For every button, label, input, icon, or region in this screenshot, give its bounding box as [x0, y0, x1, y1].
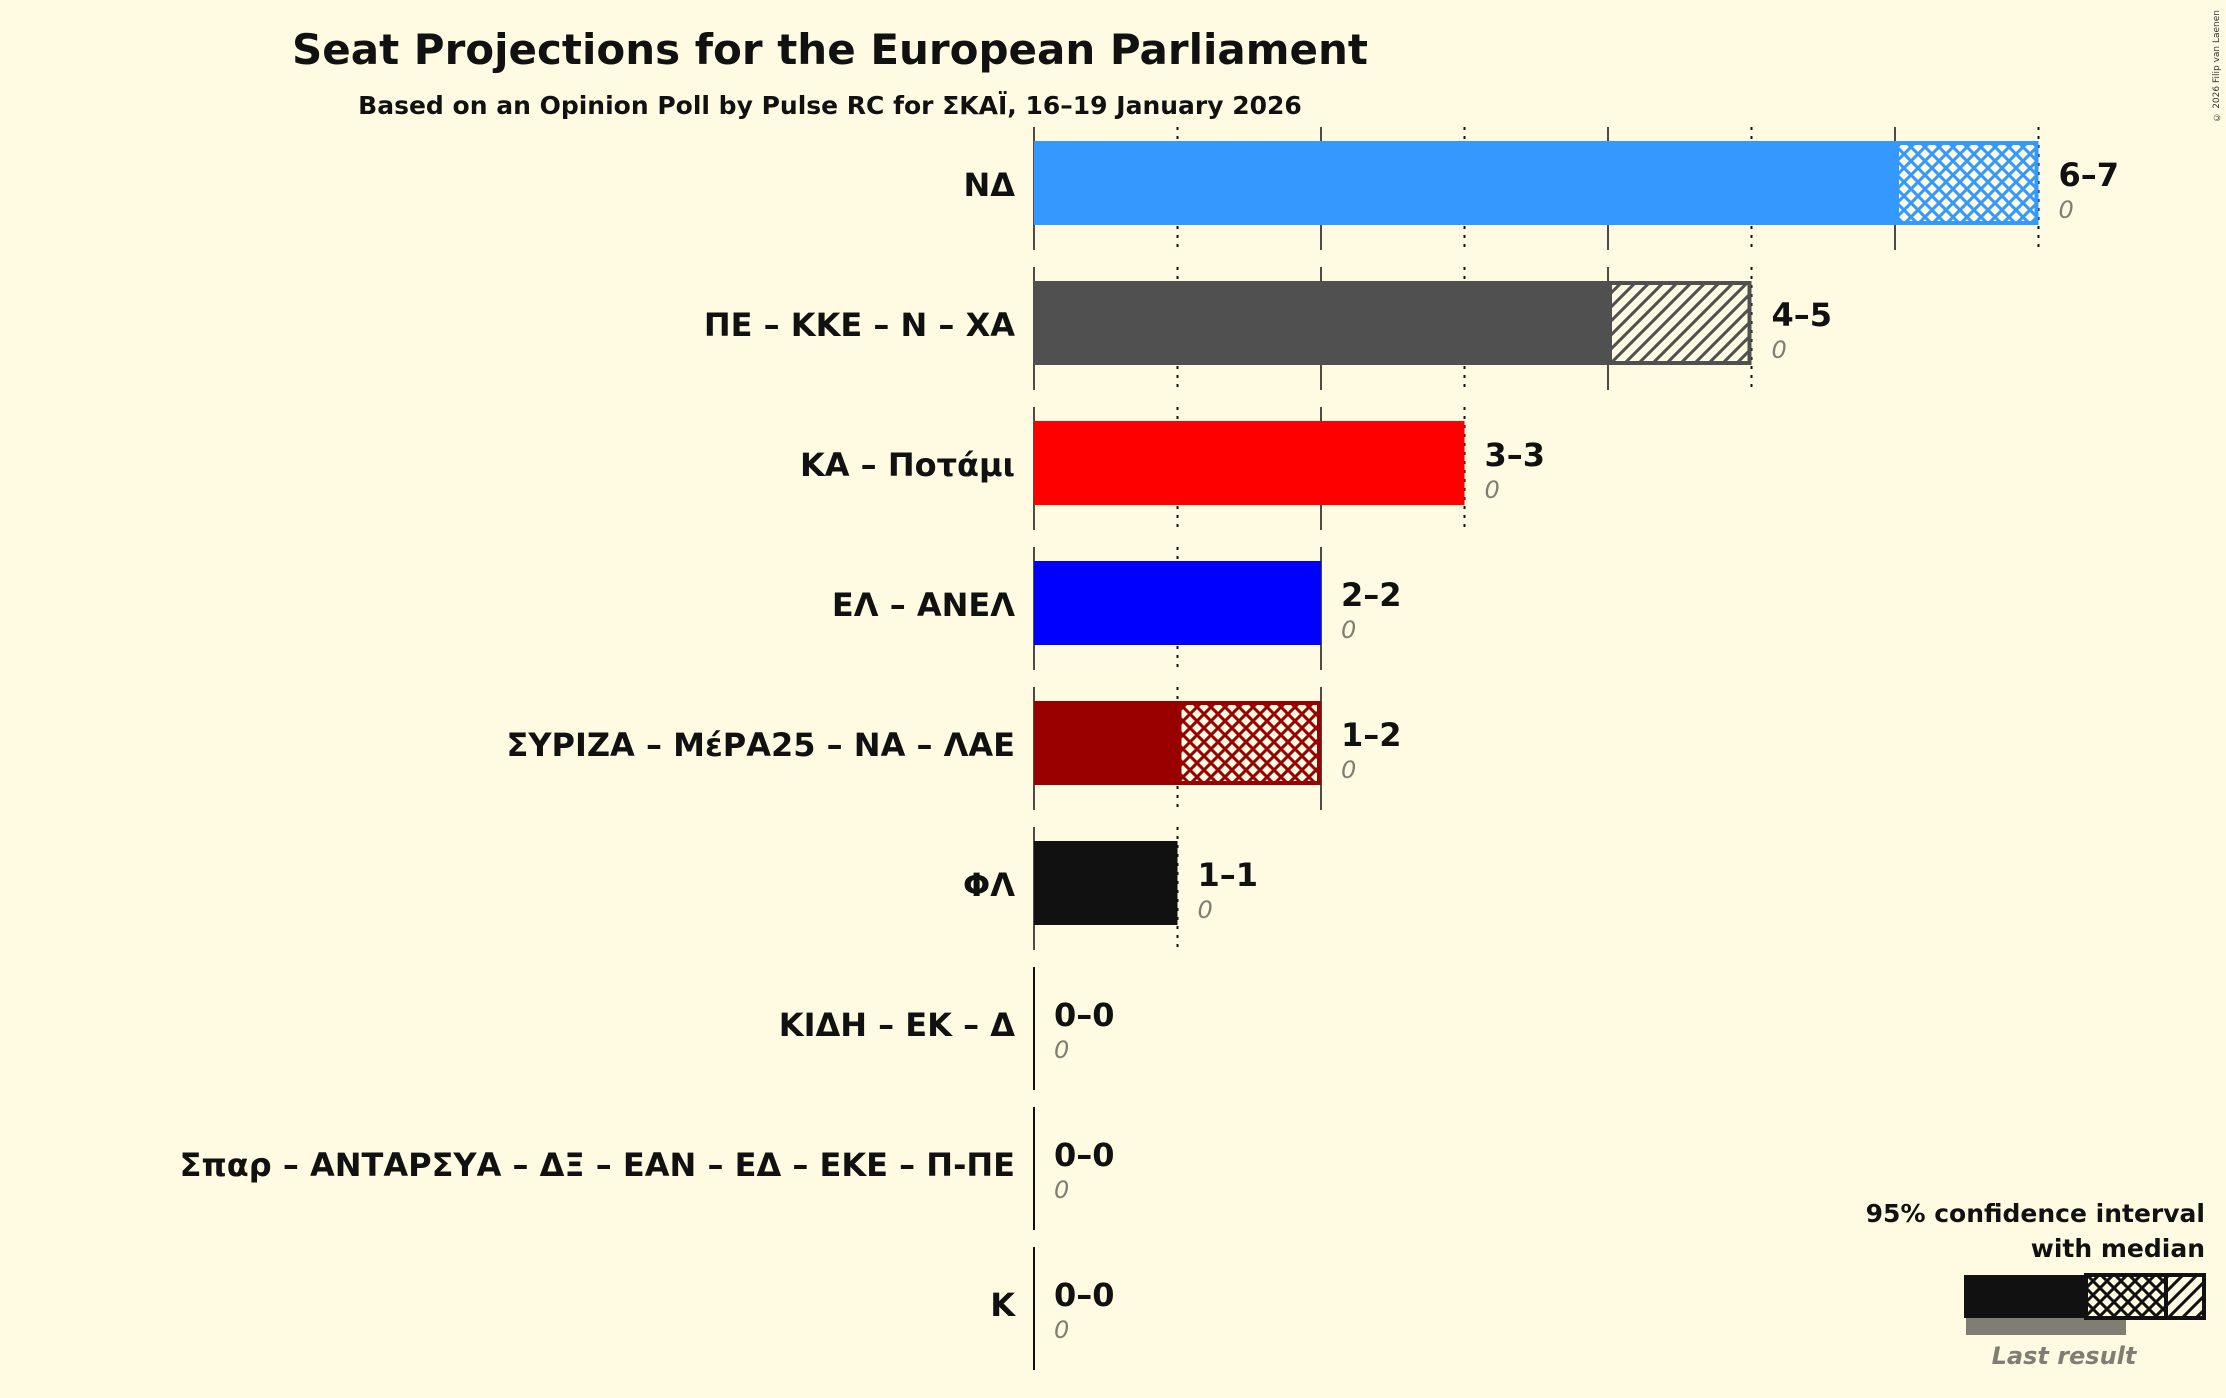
bar-solid [1034, 841, 1178, 925]
bar-row: ΠΕ – ΚΚΕ – Ν – ΧΑ 4–50 [704, 267, 1832, 390]
copyright: © 2026 Filip van Laenen [2212, 10, 2222, 122]
last-result-label: 0 [1772, 336, 1787, 364]
bar-row: ΣΥΡΙΖΑ – ΜέΡΑ25 – ΝΑ – ΛΑΕ 1–20 [506, 687, 1402, 810]
party-label: ΚΙΔΗ – ΕΚ – Δ [779, 1006, 1015, 1044]
bar-row: ΝΔ 6–70 [963, 127, 2119, 250]
party-label: Κ [990, 1286, 1016, 1324]
bar-row: ΕΛ – ΑΝΕΛ 2–20 [832, 547, 1402, 670]
bar-solid [1034, 701, 1178, 785]
bar-interval [1608, 281, 1752, 365]
last-result-label: 0 [1054, 1316, 1069, 1344]
range-label: 4–5 [1772, 296, 1833, 334]
legend-crosshatch [2084, 1273, 2168, 1320]
party-label: ΦΛ [963, 866, 1015, 904]
legend-title-2: with median [2031, 1234, 2205, 1263]
last-result-label: 0 [1054, 1176, 1069, 1204]
range-label: 0–0 [1054, 1136, 1115, 1174]
range-label: 1–2 [1341, 716, 1402, 754]
range-label: 1–1 [1198, 856, 1259, 894]
last-result-label: 0 [1485, 476, 1500, 504]
legend: 95% confidence interval with median Last… [1866, 1199, 2206, 1370]
bar-solid [1034, 281, 1608, 365]
legend-last-bar [1966, 1318, 2126, 1335]
range-label: 0–0 [1054, 996, 1115, 1034]
bar-interval [1177, 701, 1321, 785]
party-label: ΣΥΡΙΖΑ – ΜέΡΑ25 – ΝΑ – ΛΑΕ [506, 726, 1015, 764]
legend-title-1: 95% confidence interval [1866, 1199, 2205, 1228]
range-label: 3–3 [1485, 436, 1546, 474]
last-result-label: 0 [2059, 196, 2074, 224]
bar-solid [1034, 421, 1465, 505]
range-label: 6–7 [2059, 156, 2120, 194]
bar-row: ΚΑ – Ποτάμι 3–30 [800, 407, 1545, 530]
chart-subtitle: Based on an Opinion Poll by Pulse RC for… [358, 91, 1302, 120]
last-result-label: 0 [1341, 616, 1356, 644]
legend-solid [1964, 1275, 2086, 1318]
bar-solid [1034, 141, 1895, 225]
bar-row: Κ 0–00 [990, 1247, 1115, 1370]
party-label: Σπαρ – ΑΝΤΑΡΣΥΑ – ΔΞ – ΕΑΝ – ΕΔ – ΕΚΕ – … [180, 1146, 1015, 1184]
range-label: 0–0 [1054, 1276, 1115, 1314]
party-label: ΚΑ – Ποτάμι [800, 446, 1015, 484]
chart-title: Seat Projections for the European Parlia… [292, 25, 1368, 74]
bar-row: ΦΛ 1–10 [963, 827, 1258, 950]
last-result-label: 0 [1341, 756, 1356, 784]
bar-row: Σπαρ – ΑΝΤΑΡΣΥΑ – ΔΞ – ΕΑΝ – ΕΔ – ΕΚΕ – … [180, 1107, 1115, 1230]
legend-last-label: Last result [1992, 1342, 2138, 1370]
bar-solid [1034, 561, 1321, 645]
party-label: ΠΕ – ΚΚΕ – Ν – ΧΑ [704, 306, 1015, 344]
party-label: ΝΔ [963, 166, 1015, 204]
last-result-label: 0 [1054, 1036, 1069, 1064]
bar-row: ΚΙΔΗ – ΕΚ – Δ 0–00 [779, 967, 1115, 1090]
legend-hatch [2164, 1273, 2206, 1320]
party-label: ΕΛ – ΑΝΕΛ [832, 586, 1015, 624]
bar-interval [1895, 141, 2039, 225]
range-label: 2–2 [1341, 576, 1402, 614]
last-result-label: 0 [1198, 896, 1213, 924]
